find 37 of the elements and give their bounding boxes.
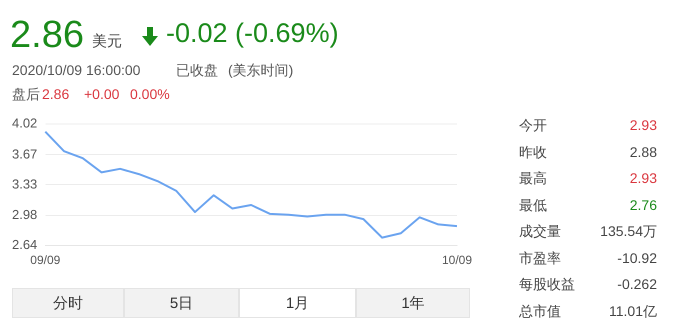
text: -10.92 bbox=[617, 250, 657, 266]
text: 盘后 bbox=[12, 86, 40, 104]
text: 2.76 bbox=[630, 196, 657, 212]
text: 今开 bbox=[519, 117, 547, 135]
text: 2020/10/09 16:00:00 bbox=[12, 62, 140, 78]
text: 总市值 bbox=[519, 302, 561, 320]
text: 135.54万 bbox=[600, 223, 657, 241]
text: 每股收益 bbox=[519, 276, 575, 294]
y-tick-label: 4.02 bbox=[12, 115, 38, 130]
text: 11.01亿 bbox=[609, 302, 657, 320]
y-tick-label: 2.64 bbox=[12, 237, 38, 252]
y-tick-label: 3.67 bbox=[12, 146, 38, 162]
text: 美元 bbox=[92, 32, 122, 51]
text: -0.262 bbox=[617, 276, 657, 292]
text: -0.02 (-0.69%) bbox=[166, 18, 339, 49]
text: 分时 bbox=[12, 288, 124, 318]
text: 1月 bbox=[239, 288, 356, 318]
text: (美东时间) bbox=[228, 62, 294, 80]
text: 2.86 bbox=[10, 14, 84, 57]
text: 市盈率 bbox=[519, 250, 561, 268]
text: 1年 bbox=[356, 288, 470, 318]
text: 0.00% bbox=[130, 86, 170, 102]
text: 已收盘 bbox=[176, 62, 218, 80]
x-tick-label: 09/09 bbox=[30, 253, 61, 268]
text: 2.88 bbox=[630, 144, 657, 160]
text: 昨收 bbox=[519, 144, 547, 162]
text: 2.93 bbox=[630, 117, 657, 133]
text: +0.00 bbox=[84, 86, 120, 102]
y-tick-label: 3.33 bbox=[12, 176, 38, 192]
text: 最高 bbox=[519, 170, 547, 188]
text: 2.93 bbox=[630, 170, 657, 186]
text: 最低 bbox=[519, 196, 547, 214]
text: 5日 bbox=[124, 288, 239, 318]
text: 2.86 bbox=[42, 86, 70, 102]
x-tick-label: 10/09 bbox=[442, 253, 472, 268]
text: 成交量 bbox=[519, 223, 561, 241]
y-tick-label: 2.98 bbox=[12, 207, 38, 222]
